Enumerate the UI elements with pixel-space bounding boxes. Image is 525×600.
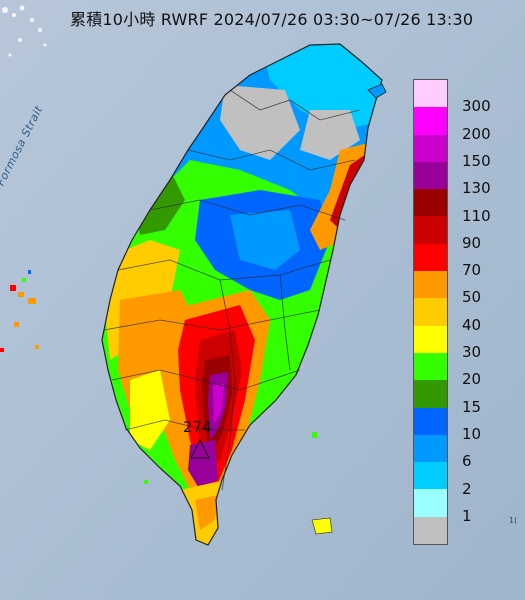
- island-outline: [101, 43, 383, 546]
- legend-label: 40: [462, 315, 482, 334]
- map-title: 累積10小時 RWRF 2024/07/26 03:30~07/26 13:30: [70, 10, 474, 29]
- legend-swatch: [414, 107, 447, 135]
- legend-swatch: [414, 189, 447, 217]
- legend-swatch: [414, 161, 447, 190]
- legend-swatch: [414, 243, 447, 272]
- legend-label: 1: [462, 506, 472, 525]
- legend-swatch: [414, 216, 447, 244]
- legend-label: 15: [462, 397, 482, 416]
- legend-label: 200: [462, 124, 491, 143]
- legend-label: 130: [462, 179, 491, 198]
- legend-swatch: [414, 407, 447, 435]
- max-value-label: 274: [183, 418, 212, 436]
- legend-label: 300: [462, 97, 491, 116]
- legend-swatch: [414, 462, 447, 490]
- legend-label: 10: [462, 424, 482, 443]
- legend-swatch: [414, 325, 447, 353]
- legend-label: 110: [462, 206, 491, 225]
- legend-label: 2: [462, 479, 472, 498]
- legend-swatches: [413, 79, 448, 546]
- legend-swatch: [414, 380, 447, 408]
- cloud-speckles: [2, 5, 47, 57]
- legend-swatch: [414, 352, 447, 381]
- islet: [367, 83, 387, 99]
- legend-label: 90: [462, 233, 482, 252]
- south-islet: [311, 517, 333, 535]
- legend-label: 20: [462, 370, 482, 389]
- legend-swatch: [414, 489, 447, 517]
- legend-swatch: [414, 271, 447, 299]
- max-marker-icon: [190, 438, 210, 459]
- legend-swatch: [414, 134, 447, 162]
- edge-label: 1(: [509, 516, 518, 525]
- legend-label: 150: [462, 151, 491, 170]
- legend-swatch: [414, 434, 447, 463]
- legend-swatch: [414, 516, 447, 545]
- legend-label: 30: [462, 343, 482, 361]
- legend-label: 70: [462, 261, 482, 280]
- legend-swatch: [414, 80, 447, 108]
- county-boundaries: [103, 89, 361, 491]
- legend-label: 50: [462, 288, 482, 307]
- legend-label: 6: [462, 452, 472, 471]
- legend-swatch: [414, 298, 447, 326]
